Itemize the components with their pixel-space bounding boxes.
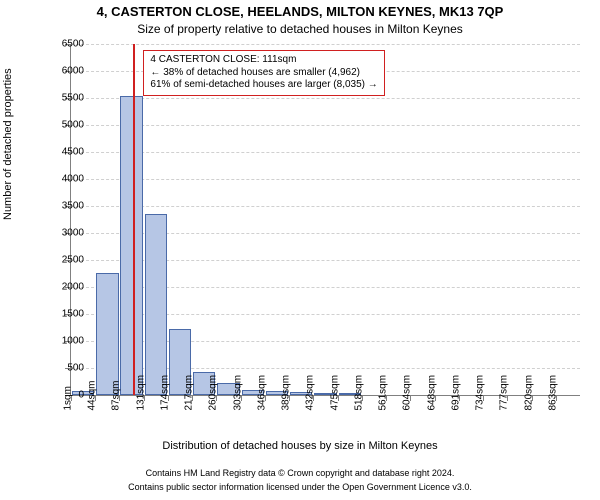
- y-axis-title: Number of detached properties: [2, 68, 14, 220]
- histogram-bar: [96, 273, 118, 395]
- y-tick-label: 4000: [44, 174, 84, 185]
- y-tick-label: 1000: [44, 336, 84, 347]
- callout-line: 61% of semi-detached houses are larger (…: [150, 79, 377, 92]
- y-tick-label: 5000: [44, 120, 84, 131]
- chart-title-main: 4, CASTERTON CLOSE, HEELANDS, MILTON KEY…: [0, 4, 600, 19]
- y-tick-label: 500: [44, 363, 84, 374]
- y-tick-label: 2000: [44, 282, 84, 293]
- footer-line-2: Contains public sector information licen…: [0, 482, 600, 492]
- y-tick-label: 1500: [44, 309, 84, 320]
- grid-line: [71, 125, 580, 126]
- y-tick-label: 6000: [44, 66, 84, 77]
- plot-area: 4 CASTERTON CLOSE: 111sqm← 38% of detach…: [70, 44, 580, 396]
- callout-line: 4 CASTERTON CLOSE: 111sqm: [150, 54, 377, 67]
- chart-container: 4, CASTERTON CLOSE, HEELANDS, MILTON KEY…: [0, 0, 600, 500]
- property-marker-line: [133, 44, 135, 395]
- y-tick-label: 3500: [44, 201, 84, 212]
- grid-line: [71, 98, 580, 99]
- grid-line: [71, 152, 580, 153]
- grid-line: [71, 179, 580, 180]
- y-tick-label: 4500: [44, 147, 84, 158]
- y-tick-label: 5500: [44, 93, 84, 104]
- callout-line: ← 38% of detached houses are smaller (4,…: [150, 67, 377, 80]
- histogram-bar: [145, 214, 167, 395]
- x-axis-title: Distribution of detached houses by size …: [0, 440, 600, 452]
- y-tick-label: 6500: [44, 39, 84, 50]
- property-callout: 4 CASTERTON CLOSE: 111sqm← 38% of detach…: [143, 50, 384, 96]
- footer-line-1: Contains HM Land Registry data © Crown c…: [0, 468, 600, 478]
- y-tick-label: 2500: [44, 255, 84, 266]
- histogram-bar: [120, 96, 142, 395]
- chart-title-sub: Size of property relative to detached ho…: [0, 22, 600, 36]
- y-tick-label: 3000: [44, 228, 84, 239]
- grid-line: [71, 44, 580, 45]
- grid-line: [71, 206, 580, 207]
